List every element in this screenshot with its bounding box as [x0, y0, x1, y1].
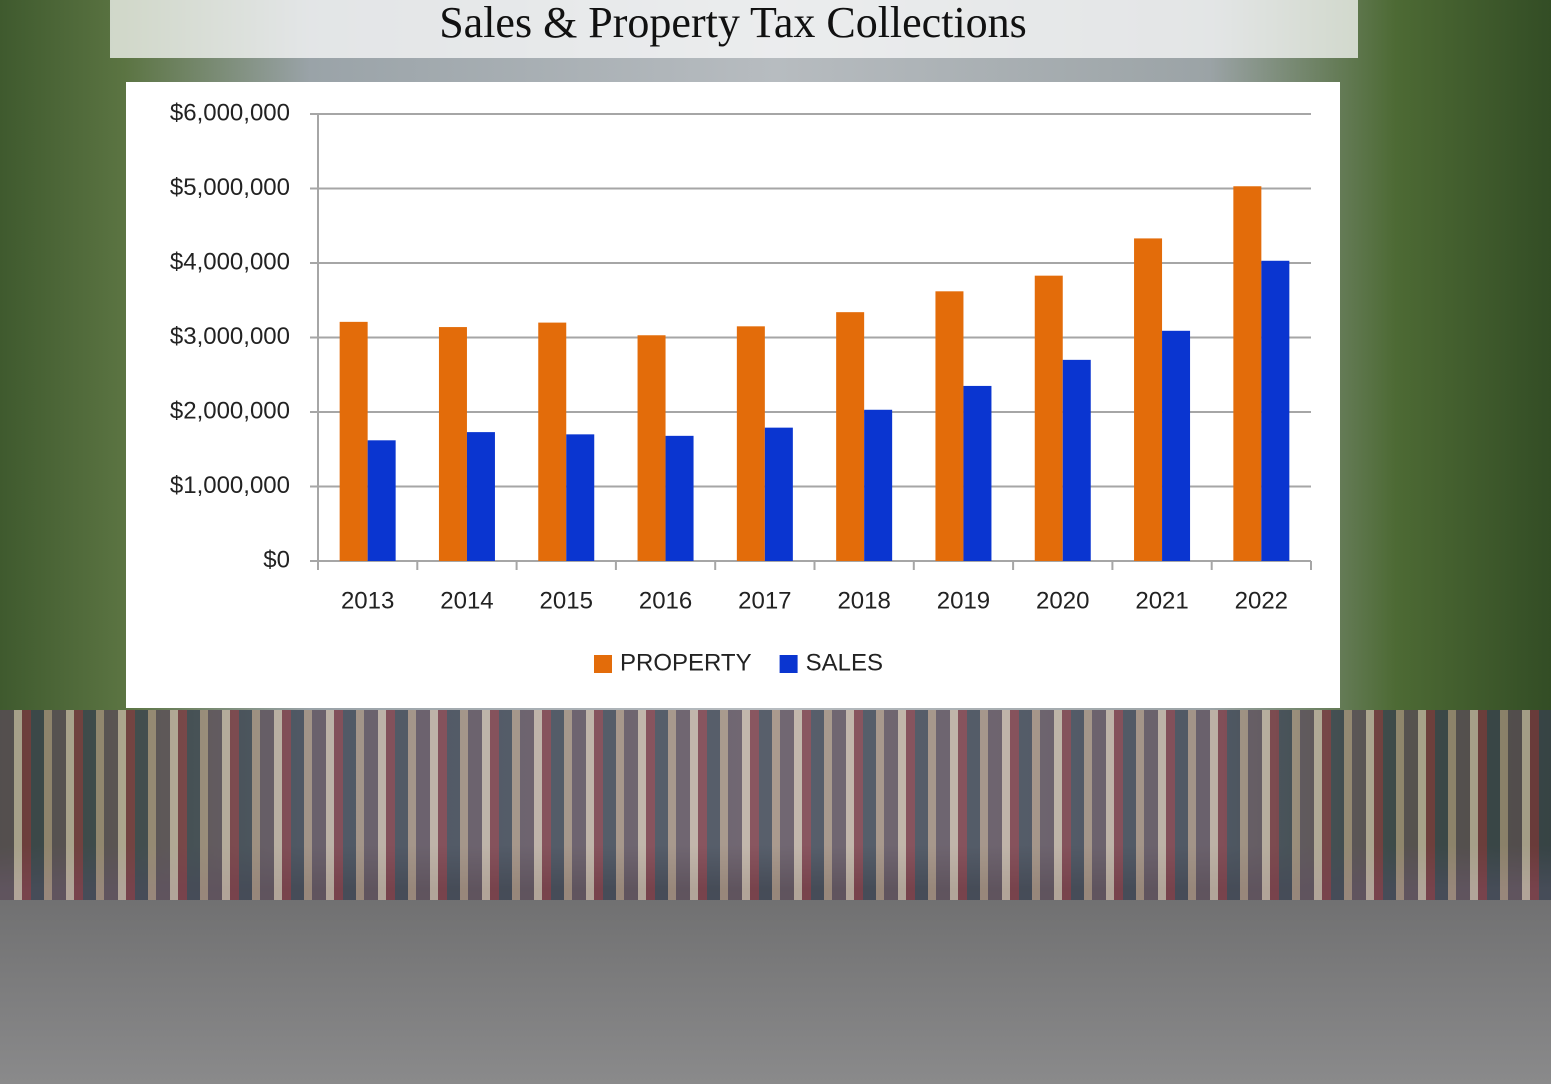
background-crowd: [0, 710, 1551, 900]
y-tick-label: $5,000,000: [170, 174, 290, 201]
y-tick-label: $0: [263, 546, 290, 573]
x-tick-label: 2013: [341, 587, 394, 614]
bar: [1034, 275, 1063, 561]
y-tick-label: $3,000,000: [170, 323, 290, 350]
legend-swatch: [594, 655, 612, 673]
bar: [665, 435, 694, 561]
x-tick-label: 2020: [1036, 587, 1089, 614]
bar: [764, 427, 793, 561]
y-tick-label: $6,000,000: [170, 99, 290, 126]
bar: [1162, 330, 1191, 561]
bar: [637, 335, 666, 561]
bar: [836, 312, 865, 561]
bar: [1134, 238, 1163, 562]
title-banner: [110, 0, 1358, 58]
y-tick-label: $4,000,000: [170, 248, 290, 275]
bar: [736, 326, 765, 561]
x-tick-label: 2018: [837, 587, 890, 614]
x-tick-label: 2014: [440, 587, 493, 614]
bar: [864, 409, 893, 561]
bar: [339, 321, 368, 561]
bar: [367, 440, 396, 561]
bar: [1233, 186, 1262, 561]
x-tick-label: 2022: [1235, 587, 1288, 614]
bar: [538, 322, 567, 561]
bar: [466, 432, 495, 561]
x-tick-label: 2015: [540, 587, 593, 614]
bar: [566, 434, 595, 561]
x-tick-label: 2019: [937, 587, 990, 614]
y-tick-label: $2,000,000: [170, 397, 290, 424]
x-tick-label: 2021: [1135, 587, 1188, 614]
legend-swatch: [779, 655, 798, 673]
bar: [1062, 359, 1091, 561]
chart-title: Sales & Property Tax Collections: [439, 0, 1027, 47]
bar: [935, 291, 964, 561]
bar: [1261, 260, 1290, 561]
bar: [963, 385, 992, 561]
legend-label: SALES: [806, 649, 883, 676]
x-tick-label: 2017: [738, 587, 791, 614]
bar: [438, 327, 467, 561]
y-tick-label: $1,000,000: [170, 472, 290, 499]
x-tick-label: 2016: [639, 587, 692, 614]
legend-label: PROPERTY: [620, 649, 752, 676]
